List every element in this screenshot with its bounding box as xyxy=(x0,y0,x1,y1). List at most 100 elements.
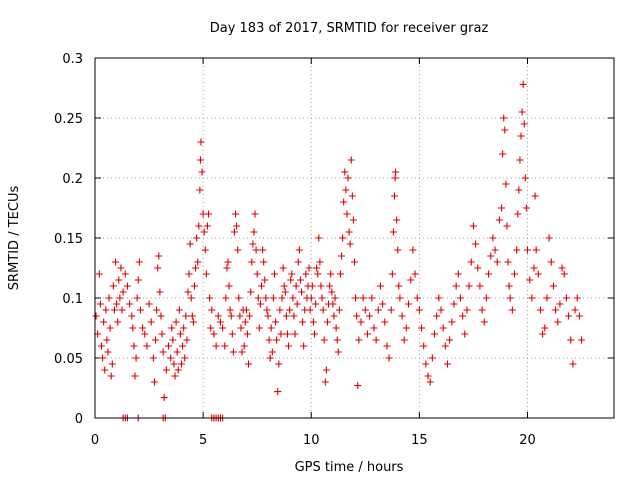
data-point xyxy=(519,80,527,88)
data-point xyxy=(287,276,295,284)
data-point xyxy=(524,246,531,254)
data-point xyxy=(333,336,341,344)
data-point xyxy=(103,336,111,344)
data-point xyxy=(234,246,242,254)
data-point xyxy=(332,324,340,332)
data-point xyxy=(320,336,328,344)
data-point xyxy=(281,288,289,296)
data-point xyxy=(99,354,107,362)
data-point xyxy=(123,282,131,290)
data-point xyxy=(393,216,401,224)
data-point xyxy=(285,342,293,350)
y-tick-label: 0.1 xyxy=(62,292,83,307)
data-point xyxy=(312,300,320,308)
data-point xyxy=(528,294,536,302)
data-point xyxy=(254,294,262,302)
data-point xyxy=(202,270,210,278)
data-point xyxy=(229,348,237,356)
data-point xyxy=(251,210,259,218)
data-point xyxy=(374,306,382,314)
data-point xyxy=(212,342,220,350)
data-point xyxy=(361,306,369,314)
data-point xyxy=(503,222,511,230)
data-point xyxy=(219,324,227,332)
data-point xyxy=(511,270,519,278)
data-point xyxy=(298,288,306,296)
data-point xyxy=(305,264,313,272)
data-point xyxy=(554,318,562,326)
data-point xyxy=(249,240,257,248)
data-point xyxy=(302,270,310,278)
data-point xyxy=(279,264,287,272)
y-tick-label: 0.3 xyxy=(62,52,83,67)
data-point xyxy=(521,174,529,182)
data-point xyxy=(517,132,525,140)
data-point xyxy=(388,270,396,278)
data-point xyxy=(190,282,198,290)
data-point xyxy=(104,348,112,356)
data-point xyxy=(552,306,560,314)
data-point xyxy=(182,312,190,320)
data-point xyxy=(116,294,124,302)
data-point xyxy=(250,228,258,236)
data-point xyxy=(454,270,462,278)
data-point xyxy=(376,282,384,290)
data-point xyxy=(172,318,180,326)
data-point xyxy=(131,372,139,380)
data-point xyxy=(558,264,566,272)
data-point xyxy=(498,204,506,212)
data-point xyxy=(560,270,568,278)
data-point xyxy=(280,282,288,290)
data-point xyxy=(153,306,161,314)
data-point xyxy=(179,342,187,350)
data-point xyxy=(499,150,507,158)
data-point xyxy=(210,330,218,338)
y-tick-label: 0.25 xyxy=(54,112,83,127)
data-point xyxy=(107,372,115,380)
data-point xyxy=(197,138,205,146)
data-point xyxy=(96,300,104,308)
y-tick-label: 0.05 xyxy=(54,352,83,367)
data-point xyxy=(129,324,137,332)
data-point xyxy=(267,324,275,332)
data-point xyxy=(299,318,307,326)
data-point xyxy=(228,330,236,338)
data-point xyxy=(515,186,523,194)
data-point xyxy=(181,354,189,362)
data-point xyxy=(100,318,108,326)
data-point xyxy=(269,294,277,302)
data-point xyxy=(321,378,329,386)
data-point xyxy=(208,306,216,314)
data-point xyxy=(323,318,331,326)
data-point xyxy=(505,282,513,290)
data-point xyxy=(420,342,428,350)
data-point xyxy=(233,222,241,230)
data-point xyxy=(195,222,203,230)
data-point xyxy=(340,198,348,206)
data-point xyxy=(201,246,209,254)
data-point xyxy=(243,330,251,338)
data-point xyxy=(188,312,196,320)
data-point xyxy=(341,168,349,176)
data-point xyxy=(274,388,282,396)
data-point xyxy=(575,312,583,320)
data-point xyxy=(346,240,354,248)
data-point xyxy=(275,360,283,368)
data-point xyxy=(169,336,177,344)
data-point xyxy=(327,270,335,278)
data-point xyxy=(132,354,140,362)
data-point xyxy=(363,330,371,338)
data-point xyxy=(256,300,264,308)
data-point xyxy=(428,354,436,362)
data-point xyxy=(282,312,290,320)
data-point xyxy=(379,300,387,308)
axis-ticks: 0 5 10 15 20 0 0.05 0.1 0.15 0.2 0.25 0.3 xyxy=(54,52,614,448)
data-point xyxy=(478,306,486,314)
data-point xyxy=(543,294,551,302)
data-point xyxy=(504,258,512,266)
data-point xyxy=(192,264,200,272)
data-point xyxy=(246,312,254,320)
data-point xyxy=(347,156,355,164)
data-point xyxy=(532,246,540,254)
data-point xyxy=(435,294,443,302)
